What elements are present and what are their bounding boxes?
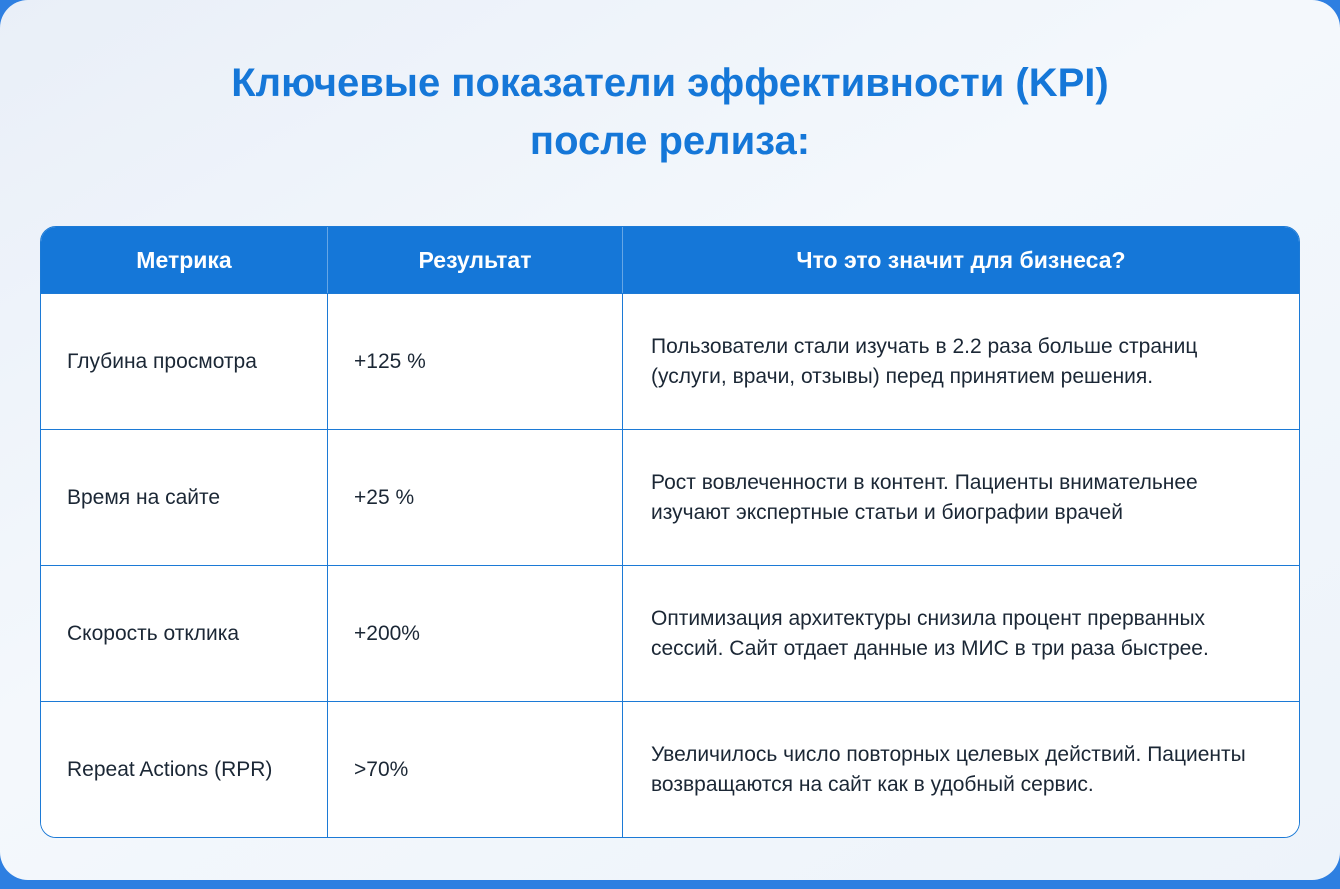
cell-metric: Время на сайте (41, 429, 328, 565)
page-title-line-2: после релиза: (529, 119, 811, 163)
table-header-row: Метрика Результат Что это значит для биз… (41, 227, 1299, 293)
header-cell-metric: Метрика (41, 227, 328, 293)
cell-meaning: Рост вовлеченности в контент. Пациенты в… (623, 429, 1299, 565)
table-row: Время на сайте +25 % Рост вовлеченности … (41, 429, 1299, 565)
header-cell-result: Результат (328, 227, 623, 293)
cell-metric: Скорость отклика (41, 565, 328, 701)
cell-metric: Repeat Actions (RPR) (41, 701, 328, 837)
cell-result: >70% (328, 701, 623, 837)
cell-meaning: Оптимизация архитектуры снизила процент … (623, 565, 1299, 701)
cell-metric: Глубина просмотра (41, 293, 328, 429)
cell-result: +25 % (328, 429, 623, 565)
cell-meaning: Пользователи стали изучать в 2.2 раза бо… (623, 293, 1299, 429)
kpi-table-grid: Метрика Результат Что это значит для биз… (41, 227, 1299, 837)
table-row: Repeat Actions (RPR) >70% Увеличилось чи… (41, 701, 1299, 837)
kpi-table: Метрика Результат Что это значит для биз… (40, 226, 1300, 838)
table-row: Глубина просмотра +125 % Пользователи ст… (41, 293, 1299, 429)
cell-meaning: Увеличилось число повторных целевых дейс… (623, 701, 1299, 837)
header-cell-meaning: Что это значит для бизнеса? (623, 227, 1299, 293)
page-title-line-1: Ключевые показатели эффективности (KPI) (231, 61, 1109, 105)
cell-result: +200% (328, 565, 623, 701)
table-row: Скорость отклика +200% Оптимизация архит… (41, 565, 1299, 701)
cell-result: +125 % (328, 293, 623, 429)
page-title: Ключевые показатели эффективности (KPI) … (0, 54, 1340, 170)
